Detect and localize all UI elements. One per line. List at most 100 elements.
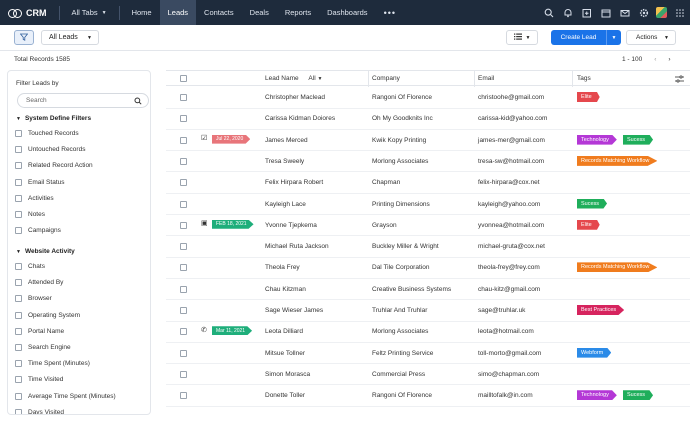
table-row[interactable]: Simon Morasca Commercial Press simo@chapma…	[166, 364, 690, 386]
tab-contacts[interactable]: Contacts	[204, 8, 234, 17]
filter-checkbox[interactable]	[15, 178, 22, 186]
email-cell[interactable]: yvonnea@hotmail.com	[478, 221, 545, 229]
table-row[interactable]: Michael Ruta Jackson Buckley Miller & Wri…	[166, 236, 690, 258]
table-row[interactable]: Kayleigh Lace Printing Dimensions kayleigh…	[166, 194, 690, 215]
activity-marker[interactable]: ☑ Jul 22, 2020	[201, 134, 251, 144]
lead-name-filter[interactable]: All ▼	[308, 75, 322, 82]
row-checkbox[interactable]	[180, 307, 187, 314]
filter-item[interactable]: Browser	[15, 295, 52, 303]
avatar[interactable]	[656, 7, 667, 18]
table-row[interactable]: Tresa Sweely Morlong Associates tresa-sw@h…	[166, 151, 690, 173]
table-row[interactable]: Sage Wieser James Truhlar And Truhlar sage…	[166, 300, 690, 322]
filter-item[interactable]: Related Record Action	[15, 162, 93, 170]
lead-name-cell[interactable]: Tresa Sweely	[265, 157, 305, 165]
table-row[interactable]: ▣ FEB 18, 2021 Yvonne Tjepkema Grayson yvonn…	[166, 215, 690, 237]
tab-reports[interactable]: Reports	[284, 8, 312, 17]
filter-checkbox[interactable]	[15, 130, 22, 137]
table-row[interactable]: Mitsue Tollner Feltz Printing Service toll…	[166, 343, 690, 365]
filter-checkbox[interactable]	[15, 146, 22, 154]
filter-checkbox[interactable]	[15, 194, 22, 202]
header-lead-name[interactable]: Lead Name All ▼	[265, 75, 322, 82]
table-row[interactable]: ✆ Mar 11, 2021 Leota Dilliard Morlong Assoc…	[166, 321, 690, 343]
filter-item[interactable]: Email Status	[15, 178, 65, 186]
bell-icon[interactable]	[561, 6, 574, 19]
filter-toggle-button[interactable]	[14, 30, 34, 45]
row-checkbox[interactable]	[180, 328, 187, 336]
email-cell[interactable]: felix-hirpara@cox.net	[478, 179, 540, 187]
email-cell[interactable]: theola-frey@frey.com	[478, 264, 540, 272]
lead-name-cell[interactable]: Felix Hirpara Robert	[265, 179, 324, 187]
table-row[interactable]: Carissa Kidman Doiores Oh My Goodknits In…	[166, 108, 690, 130]
website-activity-heading[interactable]: ▼ Website Activity	[16, 248, 75, 255]
column-settings-icon[interactable]	[675, 75, 684, 85]
filter-item[interactable]: Portal Name	[15, 327, 64, 335]
tag-badge[interactable]: Sucess	[623, 390, 654, 401]
tab-dashboards[interactable]: Dashboards	[327, 8, 368, 17]
email-cell[interactable]: michael-gruta@cox.net	[478, 243, 545, 251]
table-row[interactable]: ☑ Jul 22, 2020 James Merced Kwik Kopy Print…	[166, 130, 690, 152]
column-divider[interactable]	[368, 71, 369, 87]
filter-item[interactable]: Untouched Records	[15, 146, 85, 154]
row-checkbox[interactable]	[180, 157, 187, 165]
lead-name-cell[interactable]: Michael Ruta Jackson	[265, 243, 329, 251]
email-cell[interactable]: simo@chapman.com	[478, 370, 540, 378]
filter-checkbox[interactable]	[15, 211, 22, 218]
email-cell[interactable]: james-mer@gmail.com	[478, 136, 545, 144]
lead-name-cell[interactable]: Kayleigh Lace	[265, 200, 306, 208]
brand[interactable]: CRM	[0, 0, 55, 25]
view-selector[interactable]: All Leads ▼	[41, 30, 99, 45]
next-page-icon[interactable]: ›	[668, 56, 671, 63]
tag-badge[interactable]: Best Practices	[577, 305, 625, 315]
lead-name-cell[interactable]: Donette Toller	[265, 392, 305, 400]
tag-badge[interactable]: Sucess	[623, 134, 654, 145]
row-checkbox[interactable]	[180, 136, 187, 144]
table-row[interactable]: Theola Frey Dal Tile Corporation theola-fr…	[166, 257, 690, 279]
list-view-button[interactable]: ▼	[506, 30, 538, 45]
row-checkbox[interactable]	[180, 200, 187, 208]
filter-item[interactable]: Days Visited	[15, 408, 64, 414]
filter-checkbox[interactable]	[15, 392, 22, 400]
column-divider[interactable]	[572, 71, 573, 87]
row-checkbox[interactable]	[180, 179, 187, 187]
header-tags[interactable]: Tags	[577, 75, 591, 82]
filter-item[interactable]: Average Time Spent (Minutes)	[15, 392, 116, 400]
email-cell[interactable]: sage@truhlar.uk	[478, 307, 526, 314]
email-cell[interactable]: carissa-kid@yahoo.com	[478, 115, 548, 123]
filter-search-input[interactable]: Search	[17, 93, 149, 108]
email-cell[interactable]: mailltofalk@in.com	[478, 392, 533, 400]
row-checkbox[interactable]	[180, 370, 187, 378]
more-tabs-button[interactable]: •••	[383, 7, 397, 18]
row-checkbox[interactable]	[180, 349, 187, 357]
lead-name-cell[interactable]: Mitsue Tollner	[265, 349, 305, 357]
filter-item[interactable]: Activities	[15, 194, 54, 202]
email-cell[interactable]: christoohe@gmail.com	[478, 94, 545, 101]
tab-deals[interactable]: Deals	[249, 8, 269, 17]
table-row[interactable]: Chau Kitzman Creative Business Systems cha…	[166, 279, 690, 301]
filter-item[interactable]: Search Engine	[15, 344, 71, 351]
create-lead-dropdown[interactable]: ▼	[606, 30, 621, 45]
activity-marker[interactable]: ▣ FEB 18, 2021	[201, 219, 254, 229]
filter-item[interactable]: Time Visited	[15, 376, 63, 384]
header-email[interactable]: Email	[478, 75, 495, 82]
select-all-checkbox[interactable]	[180, 75, 187, 82]
tag-badge[interactable]: Elite	[577, 92, 600, 102]
gear-icon[interactable]	[637, 6, 650, 19]
filter-checkbox[interactable]	[15, 162, 22, 170]
row-checkbox[interactable]	[180, 285, 187, 293]
activity-marker[interactable]: ✆ Mar 11, 2021	[201, 326, 253, 336]
filter-item[interactable]: Attended By	[15, 279, 63, 287]
tag-badge[interactable]: Elite	[577, 219, 600, 230]
filter-checkbox[interactable]	[15, 327, 22, 335]
lead-name-cell[interactable]: Simon Morasca	[265, 370, 311, 378]
search-icon[interactable]	[542, 6, 555, 19]
filter-item[interactable]: Chats	[15, 263, 45, 270]
mail-icon[interactable]	[618, 6, 631, 19]
filter-item[interactable]: Time Spent (Minutes)	[15, 360, 90, 368]
actions-button[interactable]: Actions ▼	[626, 30, 676, 45]
lead-name-cell[interactable]: Chau Kitzman	[265, 285, 306, 293]
tag-badge[interactable]: Records Matching Workflow	[577, 262, 658, 273]
calendar-icon[interactable]	[599, 6, 612, 19]
email-cell[interactable]: kayleigh@yahoo.com	[478, 200, 541, 208]
email-cell[interactable]: tresa-sw@hotmail.com	[478, 157, 545, 165]
tag-badge[interactable]: Sucess	[577, 198, 608, 209]
